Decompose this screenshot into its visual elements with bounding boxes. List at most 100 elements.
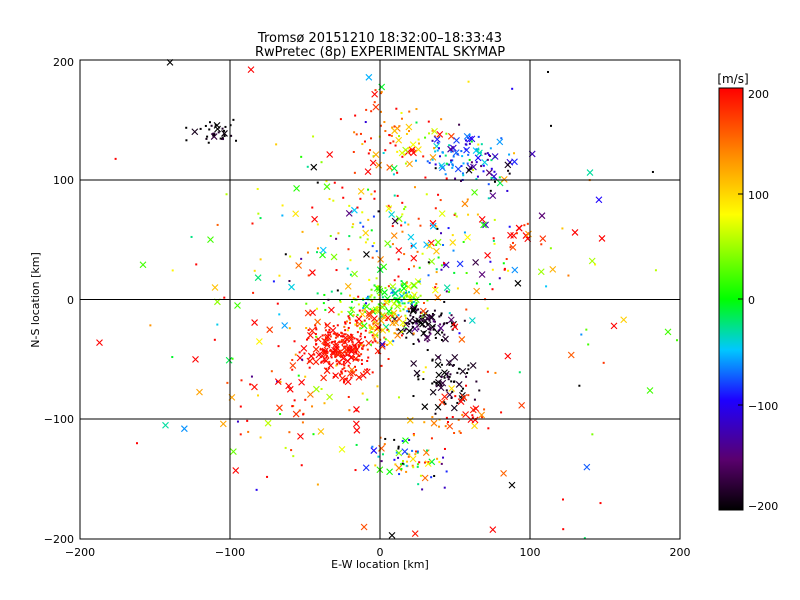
data-point-dot: [366, 238, 369, 241]
data-point-dot: [205, 137, 208, 140]
data-point-dot: [394, 463, 397, 466]
data-point-dot: [348, 349, 351, 352]
data-point-cross: [365, 73, 373, 81]
data-point-dot: [397, 275, 400, 278]
data-point-dot: [347, 329, 350, 332]
data-point-cross: [384, 314, 392, 322]
data-point-cross: [482, 221, 489, 229]
data-point-cross: [476, 149, 483, 157]
data-point-dot: [360, 359, 363, 362]
data-point-dot: [340, 340, 343, 343]
data-point-dot: [512, 241, 515, 244]
data-point-dot: [397, 314, 400, 317]
data-point-dot: [249, 383, 252, 386]
data-point-cross: [139, 261, 147, 269]
x-axis-label: E-W location [km]: [331, 558, 429, 571]
data-point-dot: [439, 314, 442, 317]
data-point-dot: [349, 333, 352, 336]
data-point-dot: [400, 295, 403, 298]
data-point-cross: [395, 136, 403, 144]
data-point-dot: [417, 280, 420, 283]
data-point-dot: [359, 132, 362, 135]
data-point-dot: [236, 420, 239, 423]
data-point-dot: [368, 324, 371, 327]
data-point-cross: [352, 420, 360, 428]
data-point-dot: [457, 367, 460, 370]
data-point-dot: [353, 348, 356, 351]
data-point-dot: [398, 288, 401, 291]
data-point-dot: [349, 294, 352, 297]
data-point-cross: [326, 393, 333, 401]
data-point-dot: [400, 224, 403, 227]
data-point-dot: [246, 419, 249, 422]
data-point-dot: [509, 246, 512, 249]
data-point-dot: [467, 364, 470, 367]
data-point-dot: [434, 150, 437, 153]
data-point-cross: [484, 251, 491, 259]
data-point-dot: [400, 334, 403, 337]
data-point-dot: [447, 227, 450, 230]
data-point-cross: [410, 242, 417, 250]
data-point-cross: [434, 403, 442, 411]
data-point-dot: [257, 212, 260, 215]
data-point-cross: [419, 307, 427, 315]
data-point-cross: [384, 240, 391, 247]
data-point-cross: [300, 344, 308, 352]
data-point-cross: [221, 130, 228, 137]
data-point-dot: [366, 348, 369, 351]
data-point-cross: [386, 468, 394, 476]
data-point-dot: [348, 204, 351, 207]
data-point-dot: [388, 301, 391, 304]
data-point-dot: [545, 285, 548, 288]
data-point-dot: [356, 338, 359, 341]
data-point-cross: [491, 153, 499, 160]
data-point-dot: [411, 321, 414, 324]
data-point-dot: [344, 322, 347, 325]
data-point-dot: [391, 291, 394, 294]
data-point-dot: [316, 483, 319, 486]
data-point-dot: [335, 360, 338, 363]
data-point-dot: [437, 147, 440, 150]
data-point-dot: [314, 324, 317, 327]
data-point-dot: [311, 206, 314, 209]
data-point-cross: [329, 326, 337, 334]
data-point-dot: [431, 158, 434, 161]
data-point-dot: [415, 322, 418, 325]
data-point-cross: [664, 328, 672, 336]
data-point-cross: [306, 357, 314, 365]
data-point-dot: [407, 301, 410, 304]
data-point-dot: [405, 132, 408, 135]
data-point-dot: [513, 152, 516, 155]
data-point-dot: [434, 207, 437, 210]
data-point-dot: [434, 286, 437, 289]
data-point-dot: [397, 289, 400, 292]
data-point-cross: [371, 331, 379, 339]
data-point-dot: [314, 333, 317, 336]
data-point-dot: [393, 438, 396, 441]
data-point-dot: [275, 143, 278, 146]
data-point-cross: [462, 411, 470, 418]
data-point-dot: [398, 304, 401, 307]
data-point-dot: [446, 372, 449, 375]
data-point-dot: [500, 137, 503, 140]
data-point-dot: [329, 234, 332, 237]
data-point-dot: [305, 327, 308, 330]
data-point-cross: [500, 469, 507, 477]
data-point-dot: [204, 124, 207, 127]
data-point-dot: [342, 196, 345, 199]
data-point-dot: [415, 320, 418, 323]
data-point-dot: [320, 361, 323, 364]
data-point-dot: [409, 300, 412, 303]
data-point-cross: [207, 236, 214, 244]
data-point-dot: [417, 483, 420, 486]
data-point-cross: [293, 184, 300, 192]
data-point-dot: [415, 302, 418, 305]
data-point-dot: [370, 312, 373, 315]
data-point-dot: [401, 462, 404, 465]
data-point-dot: [373, 242, 376, 245]
data-point-dot: [223, 129, 226, 132]
data-point-dot: [386, 328, 389, 331]
data-point-dot: [336, 332, 339, 335]
plot-frame: [79, 59, 681, 540]
data-point-dot: [414, 453, 417, 456]
